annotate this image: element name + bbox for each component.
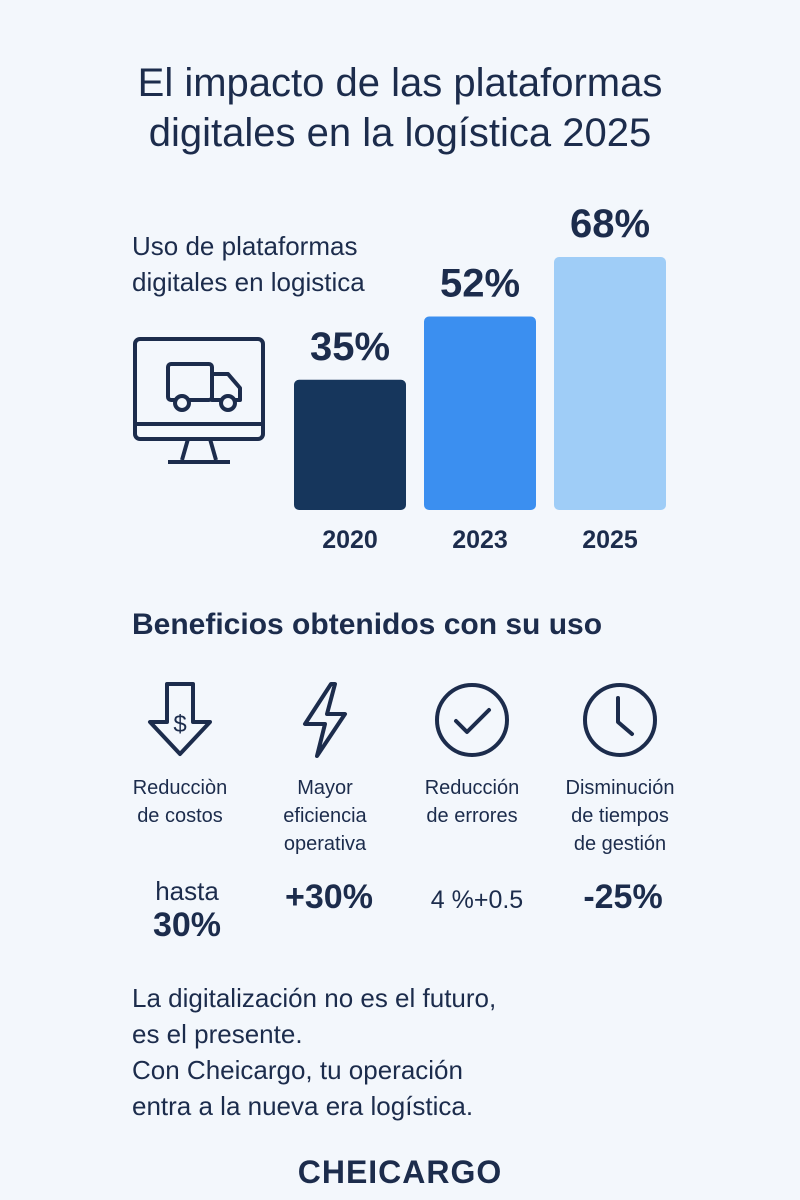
bar-value-label: 35%	[310, 325, 390, 369]
bar-2020	[294, 379, 406, 510]
brand-logo-text: CHEICARGO	[297, 1154, 503, 1190]
bar-2023	[424, 316, 536, 510]
x-tick-label: 2023	[452, 526, 508, 554]
benefit-error-reduction: Reducción de errores	[397, 680, 547, 830]
benefit-efficiency: Mayor eficiencia operativa	[250, 680, 400, 858]
cost-down-arrow-icon: $	[148, 682, 212, 756]
benefit-label: Reducción de errores	[424, 777, 520, 827]
lightning-icon	[303, 682, 347, 758]
chart-title-line-1: Uso de plataformas	[132, 231, 358, 261]
bar-value-label: 68%	[570, 202, 650, 246]
benefit-value-time: -25%	[583, 878, 663, 916]
monitor-truck-icon	[133, 337, 265, 464]
benefit-value-number: 30%	[152, 906, 222, 944]
bar-2025	[554, 257, 666, 510]
closing-line: es el presente.	[132, 1019, 303, 1049]
benefit-value-cost: hasta 30%	[112, 876, 262, 944]
closing-line: La digitalización no es el futuro,	[132, 983, 497, 1013]
benefit-label: Disminución de tiempos de gestión	[565, 777, 675, 855]
closing-line: entra a la nueva era logística.	[132, 1091, 474, 1121]
closing-message: La digitalización no es el futuro, es el…	[132, 980, 692, 1124]
chart-title: Uso de plataformas digitales en logistic…	[132, 228, 432, 300]
check-circle-icon	[435, 683, 509, 757]
x-tick-label: 2025	[582, 526, 638, 554]
bar-value-label: 52%	[440, 262, 520, 306]
benefit-value-errors: 4 %+0.5	[430, 886, 524, 914]
benefit-cost-reduction: $ Reducciòn de costos	[105, 680, 255, 830]
page-title: El impacto de las plataformas digitales …	[0, 58, 800, 158]
benefit-label: Mayor eficiencia operativa	[283, 777, 367, 855]
benefits-title: Beneficios obtenidos con su uso	[132, 608, 603, 641]
title-line-1: El impacto de las plataformas	[137, 61, 663, 105]
title-line-2: digitales en la logística 2025	[148, 111, 652, 155]
clock-icon	[583, 683, 657, 757]
benefit-label: Reducciòn de costos	[132, 777, 228, 827]
closing-line: Con Cheicargo, tu operación	[132, 1055, 463, 1085]
svg-text:$: $	[173, 711, 186, 738]
benefit-value-efficiency: +30%	[285, 878, 373, 916]
chart-title-line-2: digitales en logistica	[132, 267, 365, 297]
bar-chart: 35% 2020 52% 2023 68% 2025	[294, 202, 666, 554]
x-tick-label: 2020	[322, 526, 378, 554]
benefit-value-prefix: hasta	[155, 876, 219, 906]
benefit-time-reduction: Disminución de tiempos de gestión	[545, 680, 695, 858]
